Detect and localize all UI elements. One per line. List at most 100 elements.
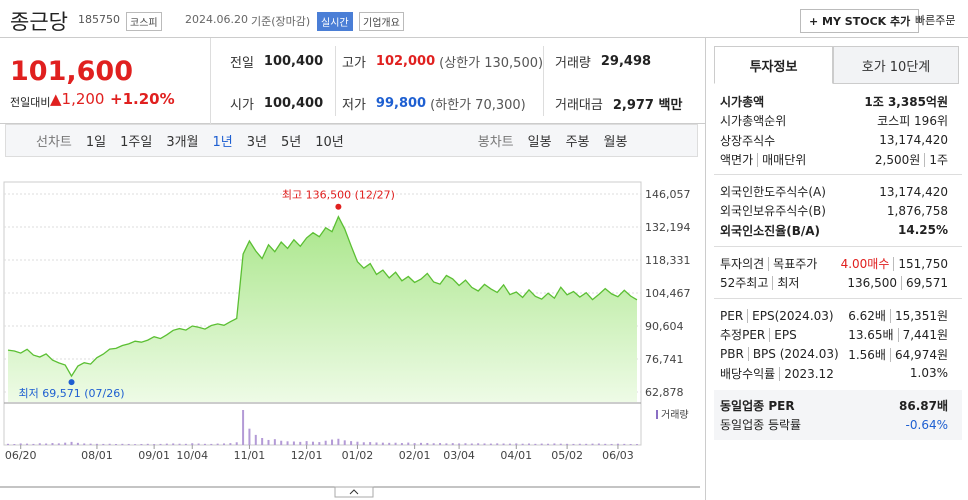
volume-bar xyxy=(451,443,454,445)
candle-option[interactable]: 일봉 xyxy=(527,135,552,150)
volume-bar xyxy=(381,442,384,445)
volume-bar xyxy=(146,443,149,445)
price-line xyxy=(7,215,638,378)
label-part: 시가총액 xyxy=(720,95,765,109)
volume-bar xyxy=(89,443,92,445)
row-value: 13.65배 7,441원 xyxy=(848,326,948,343)
label-part: 최저 xyxy=(772,276,800,291)
cell-value: 100,400 xyxy=(263,53,324,69)
period-option[interactable]: 1일 xyxy=(85,135,107,150)
collapse-button[interactable] xyxy=(334,486,374,498)
value-part: 86.87배 xyxy=(899,399,948,413)
volume-bar xyxy=(19,443,22,445)
volume-bar xyxy=(515,443,518,445)
cell-label: 저가 xyxy=(342,97,366,113)
divider xyxy=(543,46,544,116)
value-part: 15,351원 xyxy=(889,309,948,323)
header: 종근당 185750 코스피 2024.06.20 기준(장마감) 실시간 기업… xyxy=(0,0,968,38)
value-part: 2,500원 xyxy=(874,152,921,167)
volume-bar xyxy=(38,443,41,445)
volume-bar xyxy=(489,443,492,445)
price: 101,600 xyxy=(10,56,133,87)
volume-bar xyxy=(470,443,473,445)
value-part: 151,750 xyxy=(893,257,948,271)
volume-bar xyxy=(70,441,73,445)
period-option[interactable]: 3개월 xyxy=(166,135,199,150)
volume-bar xyxy=(57,443,60,445)
group-separator xyxy=(714,246,962,247)
label-part: 목표주가 xyxy=(768,257,818,271)
row-label: 상장주식수 xyxy=(720,132,775,149)
divider xyxy=(210,38,211,124)
value-part: -0.64% xyxy=(905,417,948,432)
period-option[interactable]: 10년 xyxy=(315,135,344,150)
row-label: 추정PER EPS xyxy=(720,326,797,343)
panel-tab[interactable]: 투자정보 xyxy=(714,46,833,84)
volume-bar xyxy=(51,443,54,445)
volume-bar xyxy=(547,443,550,445)
group-separator xyxy=(714,174,962,175)
y-tick-label: 132,194 xyxy=(645,221,691,234)
period-option[interactable]: 3년 xyxy=(246,135,267,150)
quote-cell: 전일 100,400 xyxy=(230,40,323,82)
quote: 101,600 전일대비 ▲1,200 +1.20% 전일 100,400 고가 10… xyxy=(0,38,705,124)
volume-bar xyxy=(280,440,283,445)
value-part: 코스피 196위 xyxy=(877,114,948,129)
quote-cell: 거래대금 2,977 백만 xyxy=(555,82,682,124)
period-option[interactable]: 1주일 xyxy=(120,135,153,150)
value-part: 136,500 xyxy=(847,275,897,290)
overview-dropdown[interactable]: 기업개요 xyxy=(359,12,404,31)
volume-bar xyxy=(477,443,480,445)
volume-bar xyxy=(464,443,467,445)
realtime-button[interactable]: 실시간 xyxy=(317,12,353,31)
info-row: 추정PER EPS 13.65배 7,441원 xyxy=(720,325,948,344)
value-part: 14.25% xyxy=(898,223,948,238)
volume-bar xyxy=(172,443,175,445)
volume-bar xyxy=(400,443,403,445)
volume-bar xyxy=(362,442,365,445)
line-chart-label: 선차트 xyxy=(36,135,72,150)
x-tick-label: 08/01 xyxy=(81,449,113,462)
row-label: 시가총액순위 xyxy=(720,112,786,129)
volume-bar xyxy=(369,442,372,445)
period-option[interactable]: 1년 xyxy=(212,135,233,150)
y-tick-label: 118,331 xyxy=(645,254,691,267)
x-tick-label: 05/02 xyxy=(551,449,583,462)
value-part: 13,174,420 xyxy=(879,133,948,148)
volume-bar xyxy=(115,444,118,445)
row-value: 2,500원 1주 xyxy=(875,151,948,168)
candle-option[interactable]: 주봉 xyxy=(565,135,590,150)
candle-option[interactable]: 월봉 xyxy=(603,135,628,150)
label-part: 배당수익률 xyxy=(720,366,776,381)
volume-bar xyxy=(629,444,632,445)
volume-bar xyxy=(83,443,86,445)
row-value: 1조 3,385억원 xyxy=(864,93,948,110)
label-part: 추정PER xyxy=(720,328,766,343)
my-stock-button[interactable]: + MY STOCK 추가 xyxy=(800,9,920,33)
panel-tab[interactable]: 호가 10단계 xyxy=(833,46,959,84)
value-part: 6.62배 xyxy=(848,309,886,323)
volume-bar xyxy=(445,443,448,445)
quote-cell: 고가 102,000 (상한가 130,500) xyxy=(342,40,543,82)
period-option[interactable]: 5년 xyxy=(281,135,302,150)
volume-legend: 거래량 xyxy=(661,409,689,421)
cell-label: 시가 xyxy=(230,97,254,113)
cell-note: (상한가 130,500) xyxy=(439,55,544,71)
volume-bar xyxy=(439,443,442,445)
cell-value: 2,977 백만 xyxy=(612,97,683,113)
row-label: 액면가 매매단위 xyxy=(720,151,807,168)
label-part: PBR xyxy=(720,347,744,362)
value-part: 1,876,758 xyxy=(886,203,948,218)
row-label: 외국인보유주식수(B) xyxy=(720,202,826,219)
info-row: PBR BPS (2024.03) 1.56배 64,974원 xyxy=(720,345,948,364)
volume-bar xyxy=(76,442,79,445)
info-row: 액면가 매매단위 2,500원 1주 xyxy=(720,150,948,169)
divider xyxy=(335,46,336,116)
label-part: 동일업종 등락률 xyxy=(720,418,802,433)
x-tick-label: 01/02 xyxy=(342,449,374,462)
label-part: 외국인소진율(B/A) xyxy=(720,223,821,238)
quick-order[interactable]: 빠른주문 xyxy=(915,14,956,27)
volume-bar xyxy=(267,439,270,445)
label-part: 52주최고 xyxy=(720,276,769,291)
